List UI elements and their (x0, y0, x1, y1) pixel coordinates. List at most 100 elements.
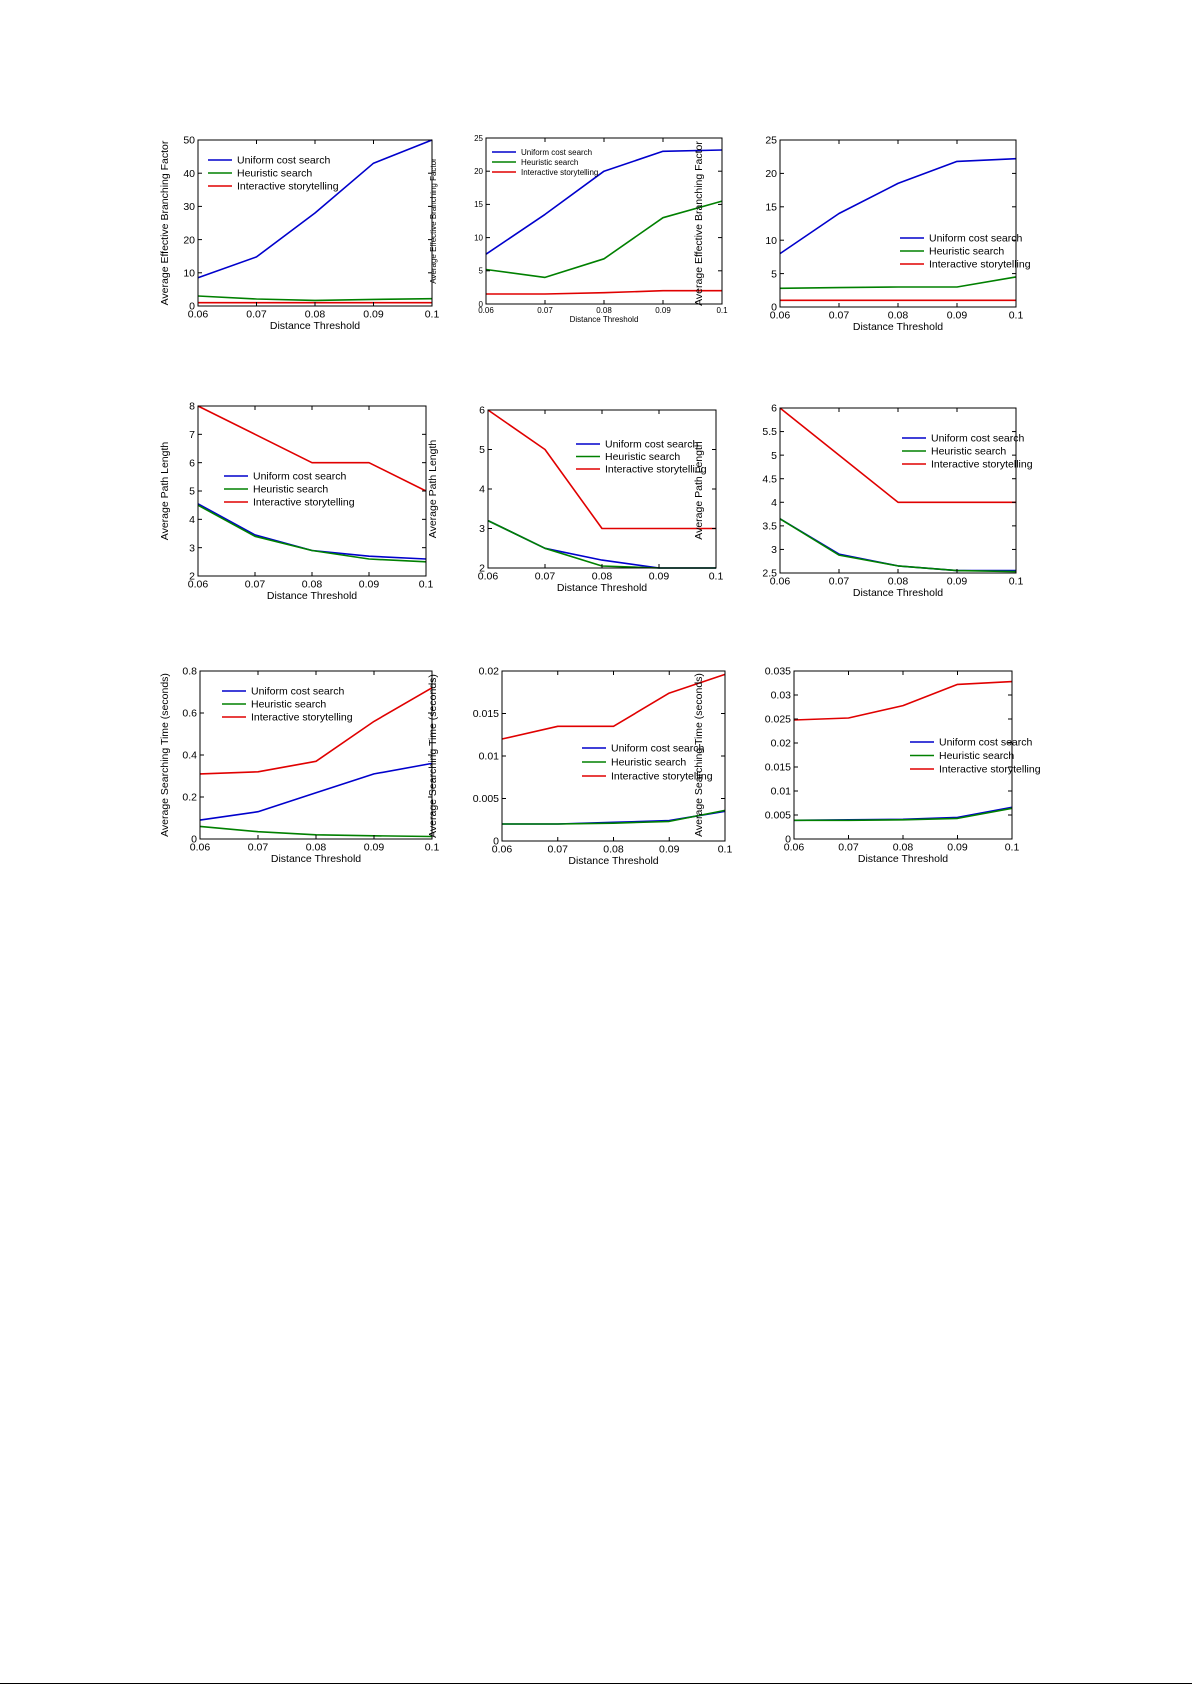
y-tick-label: 20 (474, 167, 483, 176)
x-axis-label: Distance Threshold (858, 853, 948, 865)
x-tick-label: 0.06 (492, 844, 513, 856)
x-tick-label: 0.09 (359, 579, 380, 591)
x-tick-label: 0.06 (188, 309, 209, 321)
x-tick-label: 0.1 (1009, 310, 1024, 322)
y-axis-label: Average Effective Branching Factor (429, 158, 438, 284)
y-tick-label: 3.5 (762, 521, 777, 533)
y-tick-label: 0 (785, 834, 791, 846)
chart-4-series-heuristic-line (197, 504, 427, 563)
chart-8: 0.06 0.07 0.08 0.09 0.1 0 0.005 0.01 0.015 0.02 Di… (427, 664, 739, 877)
y-tick-label: 0.4 (182, 750, 197, 762)
y-tick-label: 5 (771, 268, 777, 280)
x-tick-label: 0.09 (947, 310, 968, 322)
y-tick-label: 5 (771, 450, 777, 462)
y-tick-label: 5 (479, 444, 485, 456)
y-tick-label: 0.03 (771, 690, 792, 702)
chart-5-svg: 0.06 0.07 0.08 0.09 0.1 2 3 4 5 6 Distance Thresho… (427, 405, 723, 594)
x-tick-label: 0.06 (188, 579, 209, 591)
chart-7-series-interactive-line (199, 687, 433, 775)
x-tick-label: 0.1 (1009, 576, 1024, 588)
legend-label-uniform: Uniform cost search (521, 148, 592, 157)
legend-label-interactive: Interactive storytelling (929, 259, 1031, 271)
chart-6-svg: 0.06 0.07 0.08 0.09 0.1 2.5 3 3.5 4 4.5 5 5.5 6 Dista… (693, 403, 1033, 599)
x-axis-label: Distance Threshold (853, 587, 943, 599)
x-tick-label: 0.09 (947, 842, 968, 854)
legend-label-heuristic: Heuristic search (521, 158, 578, 167)
x-axis-label: Distance Threshold (568, 855, 658, 867)
y-tick-label: 0.02 (479, 666, 500, 678)
y-tick-label: 2.5 (762, 568, 777, 580)
legend-label-interactive: Interactive storytelling (931, 459, 1033, 471)
y-tick-label: 5 (189, 486, 195, 498)
legend-label-interactive: Interactive storytelling (605, 464, 707, 476)
x-tick-label: 0.07 (245, 579, 266, 591)
y-tick-label: 2 (189, 571, 195, 583)
legend-label-interactive: Interactive storytelling (237, 181, 339, 193)
legend-label-heuristic: Heuristic search (611, 757, 686, 769)
x-axis-label: Distance Threshold (270, 320, 360, 332)
x-tick-label: 0.09 (649, 571, 670, 583)
x-tick-label: 0.08 (893, 842, 914, 854)
chart-4: 0.06 0.07 0.08 0.09 0.1 2 3 4 5 6 7 8 Distance Thres… (159, 398, 440, 612)
x-tick-label: 0.1 (716, 306, 728, 315)
x-tick-label: 0.1 (425, 842, 440, 854)
legend-label-heuristic: Heuristic search (931, 446, 1006, 458)
y-tick-label: 0.01 (479, 751, 500, 763)
x-tick-label: 0.1 (419, 579, 434, 591)
y-axis-label: Average Path Length (159, 442, 171, 541)
y-tick-label: 15 (474, 200, 483, 209)
x-tick-label: 0.08 (603, 844, 624, 856)
chart-3-plot-frame (779, 139, 1017, 308)
y-tick-label: 0.2 (182, 792, 197, 804)
y-axis-label: Average Path Length (427, 440, 439, 539)
y-tick-label: 0 (771, 302, 777, 314)
x-tick-label: 0.08 (888, 310, 909, 322)
y-axis-label: Average Path Length (693, 441, 705, 540)
chart-2-series-uniform-line (485, 149, 723, 255)
chart-2-series-interactive-line (486, 289, 722, 295)
chart-6-series-heuristic-line (779, 518, 1017, 573)
chart-4-series-interactive-line (197, 405, 427, 492)
y-tick-label: 40 (183, 168, 195, 180)
chart-5: 0.06 0.07 0.08 0.09 0.1 2 3 4 5 6 Distance Thresho… (427, 398, 730, 604)
y-tick-label: 6 (189, 457, 195, 469)
chart-6-series-interactive-line (779, 407, 1016, 504)
y-tick-label: 25 (474, 134, 483, 143)
chart-1-series-uniform-line (197, 139, 433, 279)
y-tick-label: 0.005 (765, 810, 791, 822)
chart-2: 0.06 0.07 0.08 0.09 0.1 0 5 10 15 20 25 Distance Th… (428, 126, 736, 340)
y-tick-label: 15 (765, 201, 777, 213)
y-tick-label: 50 (183, 135, 195, 147)
x-tick-label: 0.09 (363, 309, 384, 321)
y-tick-label: 0 (191, 834, 197, 846)
chart-8-series-interactive-line (501, 673, 726, 740)
x-tick-label: 0.08 (596, 306, 612, 315)
x-tick-label: 0.08 (888, 576, 909, 588)
x-tick-label: 0.08 (306, 842, 327, 854)
y-tick-label: 0.025 (765, 714, 791, 726)
x-tick-label: 0.06 (190, 842, 211, 854)
legend-label-uniform: Uniform cost search (605, 439, 699, 451)
chart-9-series-heuristic-line (794, 807, 1013, 822)
chart-3: 0.06 0.07 0.08 0.09 0.1 0 5 10 15 20 25 Distance Th… (693, 128, 1031, 343)
y-tick-label: 0 (189, 301, 195, 313)
y-tick-label: 0 (479, 300, 484, 309)
chart-3-svg: 0.06 0.07 0.08 0.09 0.1 0 5 10 15 20 25 Distance Th… (693, 135, 1031, 333)
chart-7-series-heuristic-line (199, 825, 433, 838)
legend-label-heuristic: Heuristic search (605, 451, 680, 463)
chart-5-series-interactive-line (487, 409, 716, 530)
chart-7: 0.06 0.07 0.08 0.09 0.1 0 0.2 0.4 0.6 0.8 Distance… (159, 664, 446, 875)
legend-label-heuristic: Heuristic search (939, 750, 1014, 762)
chart-6: 0.06 0.07 0.08 0.09 0.1 2.5 3 3.5 4 4.5 5 5.5 6 Dista… (693, 398, 1033, 609)
x-tick-label: 0.07 (246, 309, 267, 321)
y-tick-label: 5.5 (762, 426, 777, 438)
legend-label-uniform: Uniform cost search (237, 155, 331, 167)
y-tick-label: 0.01 (771, 786, 792, 798)
x-axis-label: Distance Threshold (853, 321, 943, 333)
legend-label-interactive: Interactive storytelling (939, 764, 1041, 776)
x-tick-label: 0.07 (548, 844, 569, 856)
legend-label-uniform: Uniform cost search (929, 233, 1023, 245)
chart-4-svg: 0.06 0.07 0.08 0.09 0.1 2 3 4 5 6 7 8 Distance Thres… (159, 401, 434, 602)
x-tick-label: 0.09 (364, 842, 385, 854)
legend-label-heuristic: Heuristic search (237, 168, 312, 180)
